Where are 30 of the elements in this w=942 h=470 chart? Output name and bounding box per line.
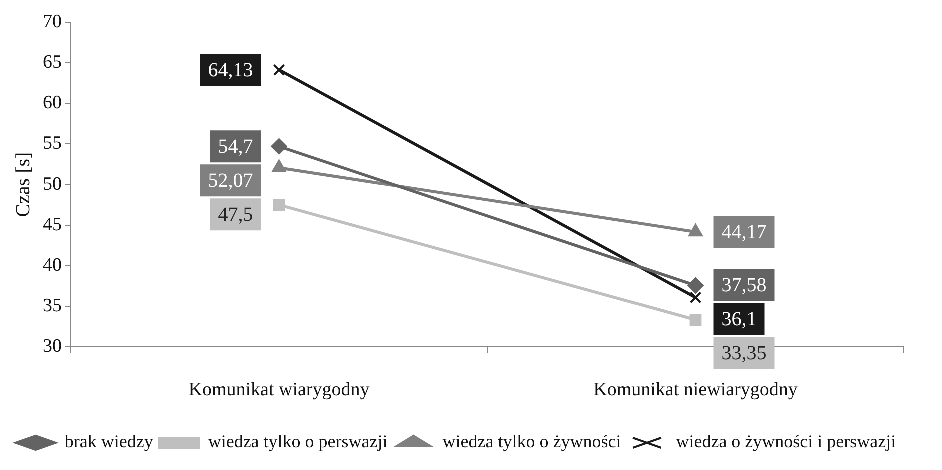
data-label: 33,35 — [722, 342, 767, 364]
data-label: 64,13 — [208, 59, 254, 82]
data-label: 47,5 — [218, 204, 254, 226]
legend-label: wiedza tylko o perswazji — [208, 432, 388, 452]
y-tick-label: 30 — [43, 336, 62, 358]
y-tick-label: 65 — [43, 52, 62, 73]
x-tick-label: Komunikat niewiarygodny — [594, 380, 798, 401]
legend-label: brak wiedzy — [64, 432, 154, 452]
point — [273, 64, 286, 76]
legend-label: wiedza tylko o żywności — [442, 432, 622, 452]
y-tick-label: 45 — [43, 214, 62, 236]
y-axis-title: Czas [s] — [12, 152, 34, 218]
y-tick-label: 60 — [43, 92, 62, 114]
point — [273, 199, 286, 212]
point — [690, 314, 702, 326]
point — [271, 138, 288, 155]
data-label: 44,17 — [722, 221, 767, 244]
y-tick-label: 55 — [43, 133, 62, 154]
point — [690, 292, 702, 304]
legend-label: wiedza o żywności i perswazji — [676, 432, 896, 452]
y-tick-label: 50 — [43, 174, 62, 195]
data-label: 52,07 — [208, 170, 254, 192]
y-tick-label: 70 — [43, 11, 62, 32]
x-tick-label: Komunikat wiarygodny — [188, 380, 370, 401]
data-label: 54,7 — [218, 136, 254, 158]
data-label: 36,1 — [722, 308, 757, 330]
y-tick-label: 40 — [43, 254, 62, 276]
point — [688, 278, 704, 294]
y-tick-label: 35 — [43, 296, 62, 317]
data-label: 37,58 — [722, 274, 767, 296]
